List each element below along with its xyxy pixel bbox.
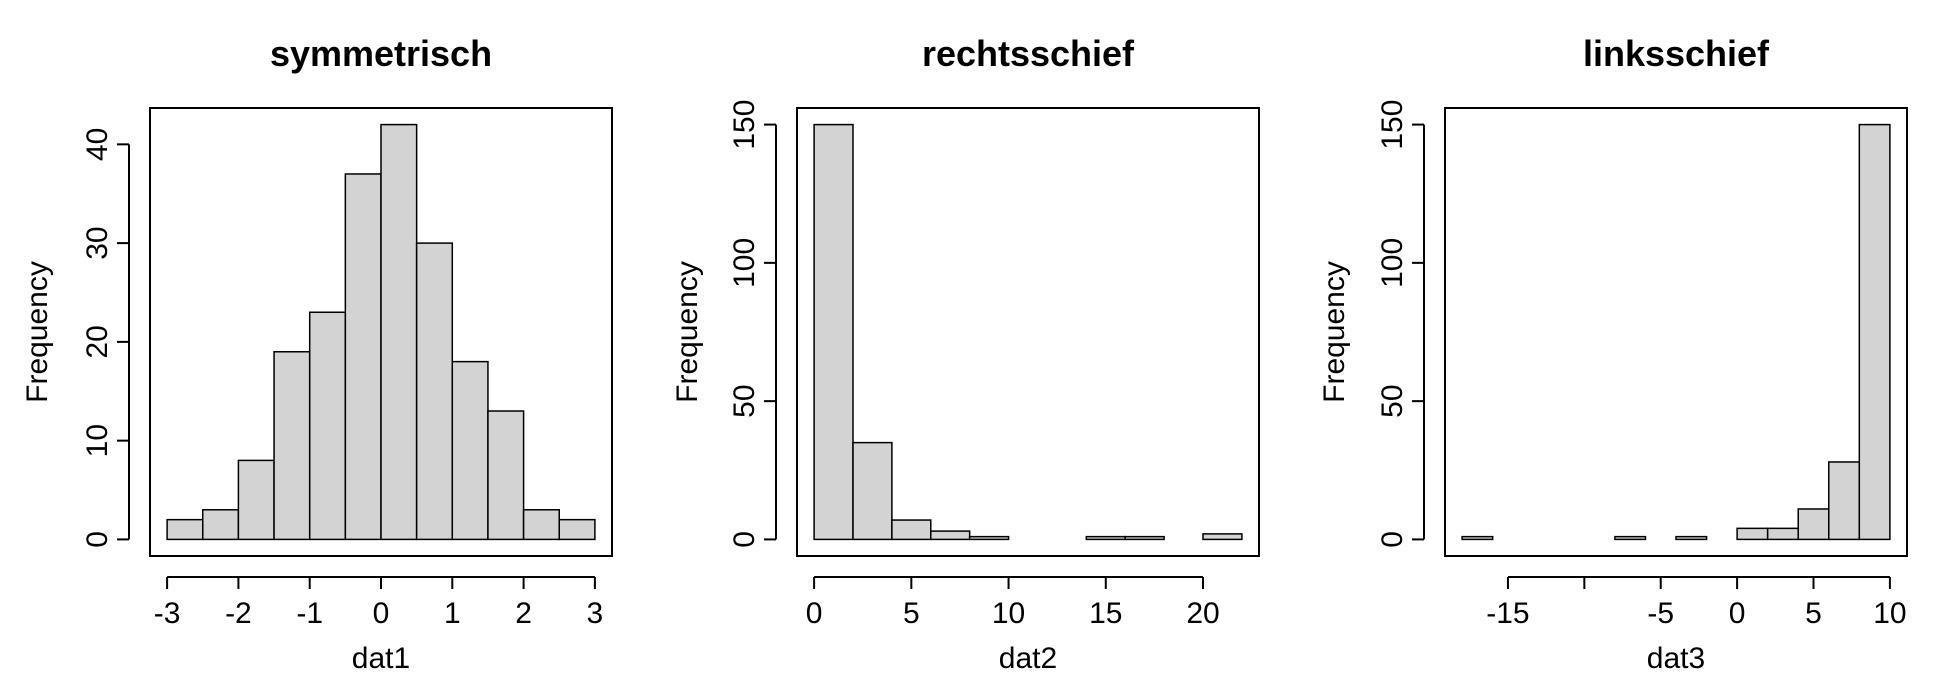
histogram-bar — [308, 311, 347, 541]
y-tick-label: 10 — [81, 424, 114, 457]
histogram-bar — [415, 242, 454, 541]
histogram-bar — [380, 123, 418, 541]
x-tick-label: 5 — [903, 597, 920, 630]
histogram-bar — [1202, 533, 1243, 541]
histogram-bar — [558, 518, 596, 541]
y-tick-label: 40 — [81, 128, 114, 161]
y-tick-label: 150 — [728, 100, 761, 150]
x-axis-label: dat3 — [1647, 642, 1705, 675]
y-axis-label: Frequency — [671, 261, 704, 403]
histogram-bar — [1614, 535, 1647, 541]
histogram-bar — [522, 509, 560, 541]
x-tick-label: 1 — [444, 597, 461, 630]
histogram-bar — [813, 123, 854, 541]
chart-panel-1: symmetrisch-3 -2 -1 0 1 2 3010203040dat1Freque… — [21, 33, 613, 675]
y-axis-label: Frequency — [21, 261, 54, 403]
histogram-bar — [968, 535, 1010, 541]
histogram-bar — [273, 351, 311, 541]
y-tick-label: 150 — [1376, 100, 1409, 150]
chart-title: rechtsschief — [922, 33, 1135, 74]
histogram-bar — [344, 173, 382, 541]
y-tick-label: 0 — [81, 531, 114, 548]
x-axis-label: dat2 — [999, 642, 1057, 675]
y-tick-label: 100 — [1376, 238, 1409, 288]
x-tick-label: -1 — [296, 597, 323, 630]
y-tick-label: 0 — [728, 531, 761, 548]
histogram-bar — [891, 519, 932, 541]
x-tick-label: 5 — [1805, 597, 1822, 630]
y-axis-label: Frequency — [1318, 261, 1351, 403]
y-tick-label: 0 — [1376, 531, 1409, 548]
y-tick-label: 100 — [728, 238, 761, 288]
histogram-bar — [202, 509, 240, 541]
histogram-bar — [1124, 535, 1165, 541]
histogram-bar — [930, 530, 971, 541]
x-tick-label: 0 — [806, 597, 823, 630]
x-tick-label: -5 — [1647, 597, 1674, 630]
x-tick-label: 0 — [1729, 597, 1746, 630]
y-tick-label: 50 — [728, 384, 761, 417]
histogram-bar — [1828, 461, 1861, 541]
y-tick-label: 20 — [81, 325, 114, 358]
histogram-bar — [166, 518, 204, 541]
chart-panel-3: linksschief-15 -5 0 5 10050100150dat3Frequen… — [1318, 33, 1908, 675]
histogram-bar — [487, 410, 525, 541]
x-tick-label: 2 — [515, 597, 532, 630]
chart-panel-2: rechtsschief 0 5 10 15 20 0 50 100 150 dat2 Frequen… — [671, 33, 1260, 675]
x-tick-label: -15 — [1486, 597, 1529, 630]
histogram-bar — [237, 459, 275, 541]
x-axis-label: dat1 — [352, 642, 410, 675]
x-tick-label: -2 — [225, 597, 252, 630]
histogram-bar — [1675, 535, 1708, 541]
histogram-bar — [1858, 123, 1891, 541]
histogram-bar — [1461, 535, 1494, 541]
y-tick-label: 30 — [81, 226, 114, 259]
histogram-bar — [1085, 535, 1126, 541]
y-tick-label: 50 — [1376, 384, 1409, 417]
histogram-bar — [1766, 527, 1799, 541]
x-tick-label: 15 — [1089, 597, 1122, 630]
x-tick-label: 10 — [1873, 597, 1906, 630]
plot-frame — [796, 107, 1260, 557]
chart-title: linksschief — [1583, 33, 1770, 74]
x-tick-label: -3 — [154, 597, 181, 630]
x-tick-label: 3 — [587, 597, 604, 630]
x-tick-label: 10 — [992, 597, 1025, 630]
chart-title: symmetrisch — [270, 33, 492, 74]
histogram-bar — [1736, 527, 1769, 541]
x-tick-label: 20 — [1186, 597, 1219, 630]
histogram-bar — [1797, 508, 1830, 541]
x-tick-label: 0 — [373, 597, 390, 630]
histogram-bar — [852, 441, 893, 541]
histogram-bar — [451, 360, 489, 541]
plot-frame — [1444, 107, 1908, 557]
plot-frame — [149, 107, 613, 557]
